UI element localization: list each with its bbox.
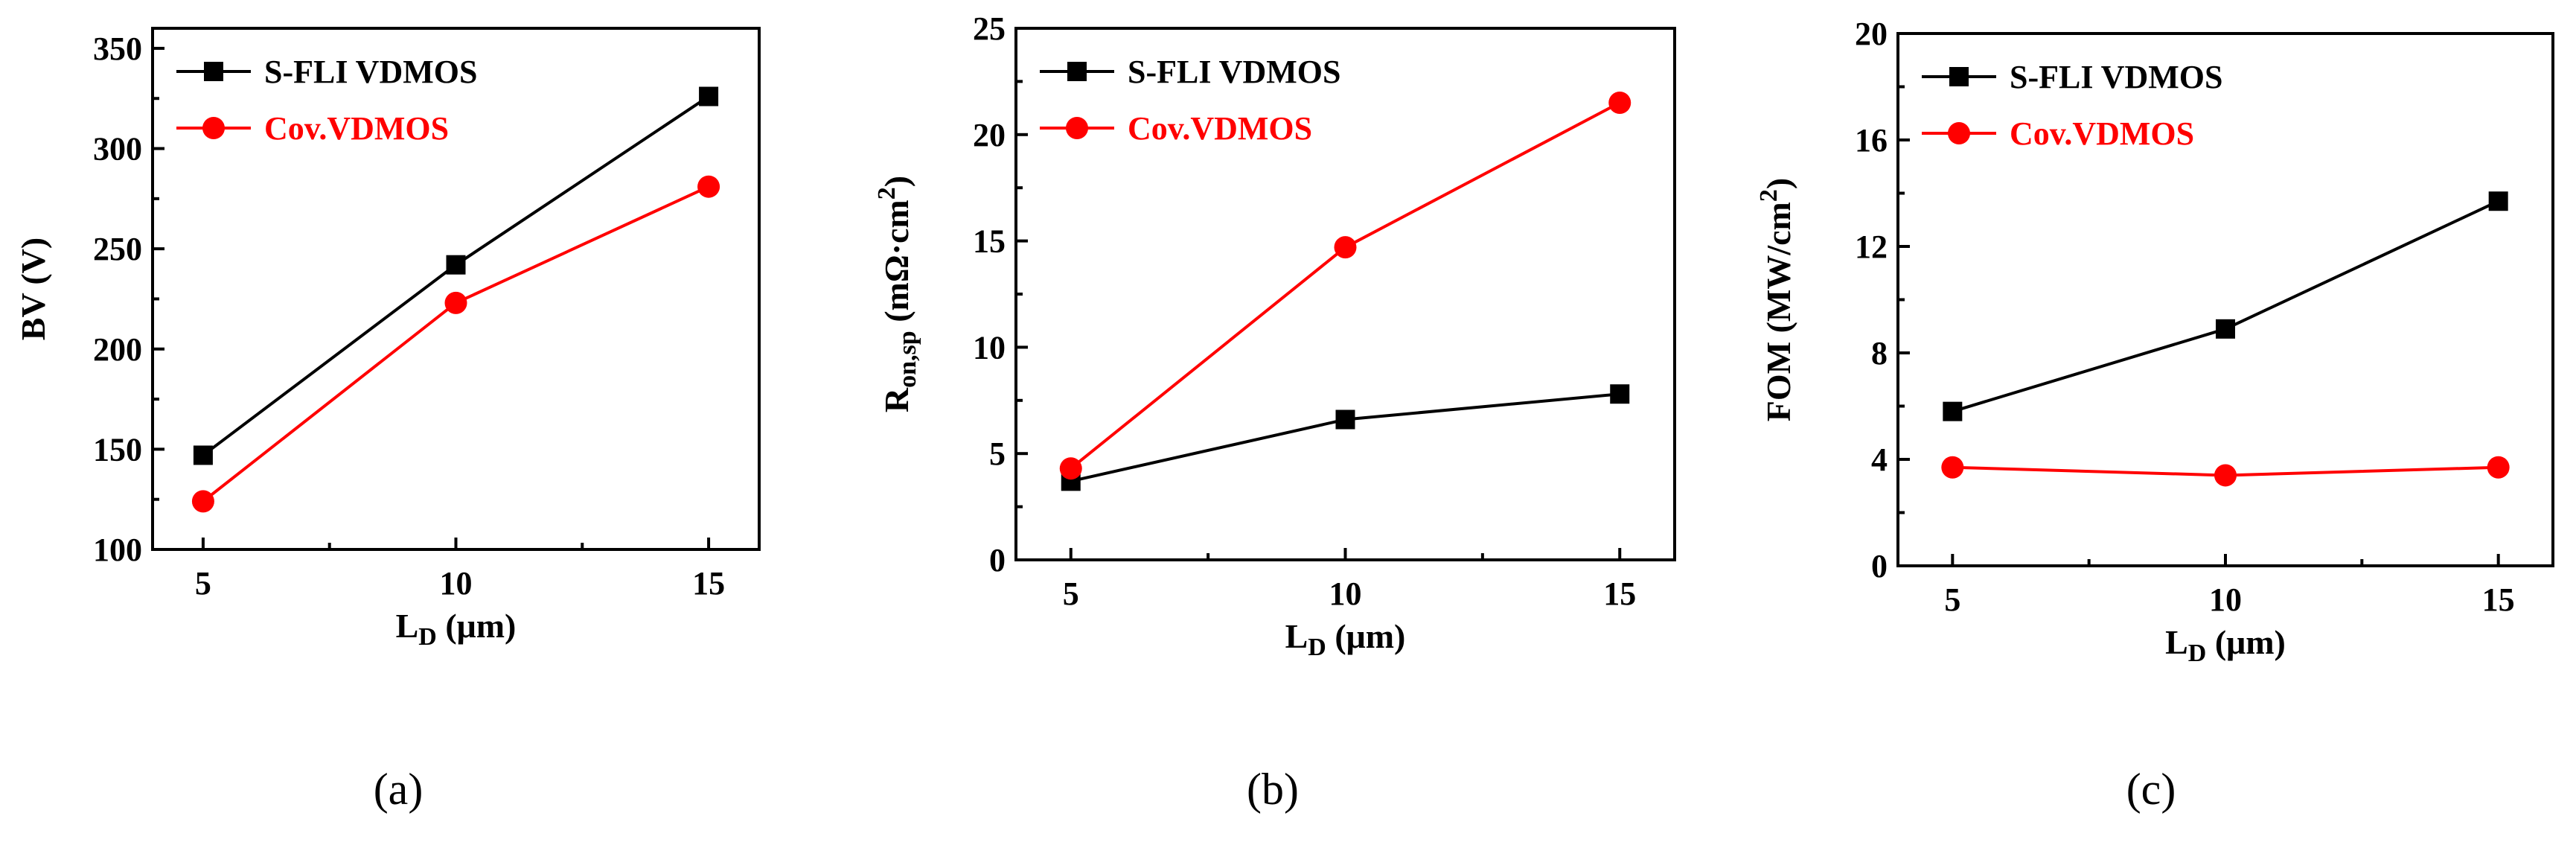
- chart-panel-1: 100 150 200 250 300 350 5 10 15 LD (μm) BV (V) S-FL…: [14, 27, 761, 814]
- x-axis-title: LD (μm): [396, 607, 517, 651]
- legend-label: S-FLI VDMOS: [264, 54, 477, 90]
- y-tick-label: 200: [93, 331, 142, 368]
- y-tick-label: 12: [1855, 229, 1888, 265]
- legend-label: Cov.VDMOS: [264, 110, 449, 147]
- x-tick-label: 10: [440, 565, 473, 602]
- y-tick-label: 20: [1855, 16, 1888, 52]
- plot-frame: [1014, 27, 1676, 561]
- y-tick-label: 300: [93, 131, 142, 168]
- series-line-s-fli: [1952, 200, 2499, 413]
- x-tick-label: 5: [1063, 576, 1079, 612]
- data-point-s-fli: [699, 86, 719, 106]
- legend-label: Cov.VDMOS: [1128, 110, 1312, 147]
- panel-label: (b): [1247, 765, 1299, 814]
- series-line-s-fli: [1070, 392, 1620, 483]
- y-tick-label: 350: [93, 31, 142, 67]
- legend-label: S-FLI VDMOS: [2010, 59, 2222, 95]
- y-axis-title: BV (V): [14, 237, 52, 340]
- data-point-cov: [191, 490, 214, 513]
- y-tick-label: 16: [1855, 122, 1888, 159]
- data-point-cov: [2214, 464, 2237, 487]
- data-point-s-fli: [1335, 409, 1355, 430]
- x-axis-title: LD (μm): [2165, 623, 2286, 667]
- y-tick-label: 100: [93, 532, 142, 568]
- data-point-cov: [2487, 456, 2510, 479]
- data-point-cov: [1941, 456, 1964, 479]
- legend-marker-square: [1949, 67, 1969, 86]
- x-tick-label: 5: [195, 565, 211, 602]
- x-tick-label: 15: [692, 565, 725, 602]
- y-tick-label: 15: [973, 223, 1006, 260]
- panel-label: (c): [2126, 765, 2176, 814]
- y-axis-title: FOM (MW/cm2): [1755, 178, 1797, 421]
- data-point-s-fli: [446, 255, 466, 275]
- panel-label: (a): [374, 765, 424, 814]
- chart-panel-3: 0 4 8 12 16 20 5 10 15 LD (μm) FOM (MW/cm2) S-FLI V…: [1755, 16, 2554, 814]
- series-line-s-fli: [202, 95, 710, 457]
- data-point-s-fli: [1610, 384, 1630, 404]
- y-tick-label: 20: [973, 117, 1006, 153]
- series-line-cov: [202, 185, 709, 503]
- legend-marker-circle: [202, 117, 225, 139]
- y-tick-label: 25: [973, 10, 1006, 47]
- y-tick-label: 250: [93, 231, 142, 267]
- y-axis-title: Ron,sp (mΩ·cm2): [873, 176, 921, 412]
- y-tick-label: 0: [989, 542, 1006, 578]
- x-tick-label: 15: [2482, 581, 2515, 618]
- legend-label: S-FLI VDMOS: [1128, 54, 1340, 90]
- y-tick-label: 0: [1871, 548, 1888, 584]
- x-axis-title: LD (μm): [1285, 617, 1406, 661]
- data-point-cov: [444, 291, 467, 314]
- chart-panel-2: 0 5 10 15 20 25 5 10 15 LD (μm) Ron,sp (mΩ·cm2) S-F…: [873, 10, 1676, 814]
- y-tick-label: 10: [973, 329, 1006, 366]
- legend-marker-square: [1067, 62, 1087, 81]
- data-point-s-fli: [2488, 191, 2508, 211]
- legend-marker-square: [204, 62, 223, 81]
- legend-label: Cov.VDMOS: [2010, 115, 2194, 152]
- y-tick-label: 4: [1871, 441, 1888, 478]
- x-tick-label: 5: [1944, 581, 1960, 618]
- y-tick-label: 150: [93, 431, 142, 468]
- data-point-cov: [1608, 91, 1631, 114]
- x-tick-label: 10: [2209, 581, 2242, 618]
- legend-marker-circle: [1066, 117, 1088, 139]
- legend-marker-circle: [1948, 122, 1970, 144]
- data-point-cov: [1334, 236, 1357, 259]
- data-point-s-fli: [1943, 401, 1963, 421]
- data-point-s-fli: [2216, 319, 2235, 339]
- y-tick-label: 5: [989, 436, 1006, 472]
- x-tick-label: 10: [1329, 576, 1362, 612]
- data-point-cov: [697, 175, 720, 198]
- data-point-s-fli: [193, 445, 213, 465]
- data-point-cov: [1059, 457, 1082, 480]
- y-tick-label: 8: [1871, 335, 1888, 372]
- x-tick-label: 15: [1603, 576, 1636, 612]
